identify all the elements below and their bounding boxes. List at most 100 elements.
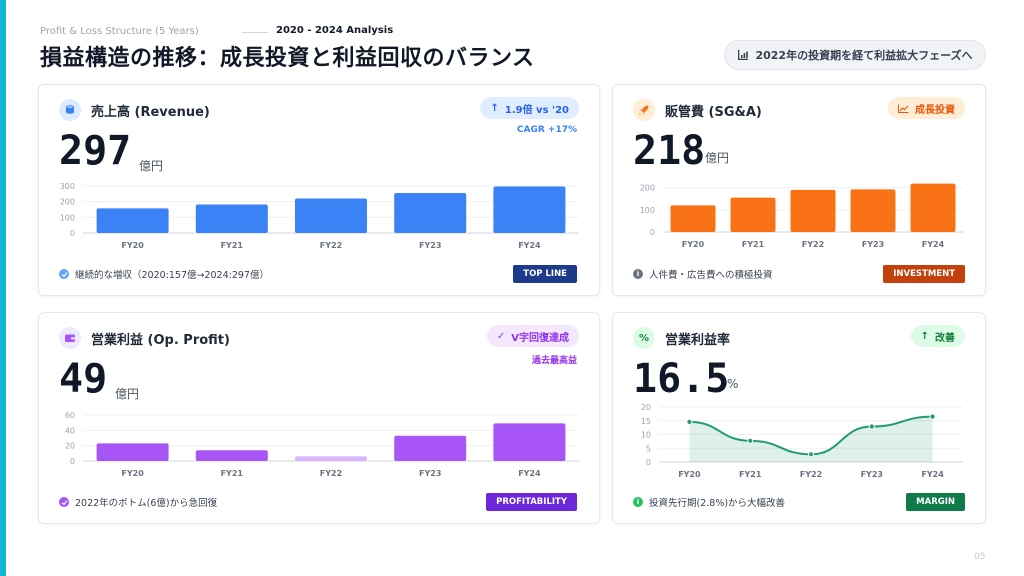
revenue-ytick-label: 200 — [60, 198, 75, 207]
profit-record-note: 過去最高益 — [531, 356, 577, 366]
arrow-up-icon: ↑ — [490, 102, 499, 114]
header-analysis-period: 2020 - 2024 Analysis — [276, 25, 394, 36]
revenue-bar — [96, 208, 169, 233]
rocket-icon — [633, 99, 655, 121]
revenue-bar — [493, 186, 566, 233]
profit-bar — [394, 435, 467, 461]
sga-ytick-label: 100 — [640, 206, 655, 215]
margin-ytick-label: 20 — [641, 403, 651, 412]
coins-icon — [59, 99, 81, 121]
revenue-unit: 億円 — [139, 159, 164, 173]
revenue-value: 297 — [59, 128, 132, 174]
profit-card-header: 営業利益 (Op. Profit) — [59, 327, 230, 349]
profit-ytick-label: 60 — [65, 411, 75, 420]
info-icon: i — [633, 269, 643, 279]
sga-xtick-label: FY21 — [742, 240, 765, 249]
margin-footnote: i 投資先行期(2.8%)から大幅改善 — [633, 495, 785, 509]
margin-ytick-label: 10 — [641, 431, 651, 440]
margin-value: 16.5 — [633, 356, 730, 402]
header-divider — [242, 32, 268, 33]
info-icon: i — [633, 497, 643, 507]
profit-xtick-label: FY21 — [221, 469, 244, 478]
sga-card-header: 販管費 (SG&A) — [633, 99, 762, 121]
sga-bar — [910, 183, 956, 232]
check-icon — [59, 269, 69, 279]
wallet-icon — [59, 327, 81, 349]
sga-footnote-text: 人件費・広告費への積極投資 — [649, 270, 773, 281]
profit-bar-chart: 0 20 40 60 FY20 FY21 FY22 FY23 FY24 — [65, 411, 579, 478]
page-number: 05 — [974, 552, 986, 562]
sga-xtick-label: FY24 — [922, 240, 945, 249]
sga-value: 218 — [633, 128, 706, 174]
sga-bar — [670, 205, 716, 232]
profit-label: 営業利益 (Op. Profit) — [91, 332, 230, 348]
sga-bar — [730, 197, 776, 232]
sga-investment-badge-text: 成長投資 — [915, 104, 955, 116]
sga-bar-chart: 0 100 200 FY20 FY21 FY22 FY23 FY24 — [640, 183, 963, 249]
sga-xtick-label: FY23 — [862, 240, 884, 249]
check-icon — [59, 497, 69, 507]
summary-pill: 2022年の投資期を経て利益拡大フェーズへ — [724, 40, 986, 70]
revenue-tag: TOP LINE — [513, 265, 577, 283]
margin-xtick-label: FY22 — [800, 470, 822, 479]
check-icon: ✓ — [496, 330, 506, 342]
margin-point — [747, 437, 754, 444]
margin-card-header: % 営業利益率 — [633, 327, 730, 349]
margin-xtick-label: FY23 — [861, 470, 883, 479]
revenue-xtick-label: FY20 — [121, 241, 144, 250]
profit-xtick-label: FY20 — [121, 469, 144, 478]
margin-tag: MARGIN — [906, 493, 965, 511]
profit-ytick-label: 40 — [65, 426, 75, 435]
sga-bar — [850, 189, 896, 232]
margin-improve-badge: ↑ 改善 — [910, 325, 965, 347]
profit-xtick-label: FY23 — [419, 469, 441, 478]
sga-xtick-label: FY22 — [802, 240, 824, 249]
profit-xtick-label: FY24 — [518, 469, 541, 478]
sga-ytick-label: 0 — [650, 228, 655, 237]
revenue-growth-badge: ↑ 1.9倍 vs '20 — [480, 97, 579, 119]
margin-card: % 営業利益率 ↑ 改善 16.5 % 0 5 10 15 20 FY20 FY21 FY22… — [612, 312, 986, 524]
revenue-xtick-label: FY23 — [419, 241, 441, 250]
revenue-ytick-label: 300 — [60, 182, 75, 191]
margin-ytick-label: 15 — [641, 417, 651, 426]
revenue-bar — [295, 198, 367, 233]
revenue-xtick-label: FY24 — [518, 241, 541, 250]
margin-improve-badge-text: 改善 — [935, 332, 955, 344]
page-title: 損益構造の推移：成長投資と利益回収のバランス — [40, 46, 535, 71]
profit-recovery-badge: ✓ V字回復達成 — [486, 325, 579, 347]
margin-xtick-label: FY21 — [739, 470, 762, 479]
revenue-footnote: 継続的な増収（2020:157億→2024:297億） — [59, 267, 269, 281]
revenue-card-header: 売上高 (Revenue) — [59, 99, 210, 121]
percent-icon: % — [633, 327, 655, 349]
summary-pill-text: 2022年の投資期を経て利益拡大フェーズへ — [755, 49, 973, 62]
sga-ytick-label: 200 — [640, 184, 655, 193]
margin-label: 営業利益率 — [665, 332, 731, 348]
margin-xtick-label: FY20 — [678, 470, 701, 479]
revenue-label: 売上高 (Revenue) — [91, 104, 210, 120]
revenue-growth-badge-text: 1.9倍 vs '20 — [504, 104, 569, 116]
margin-footnote-text: 投資先行期(2.8%)から大幅改善 — [649, 498, 786, 509]
margin-point — [868, 423, 875, 430]
sga-label: 販管費 (SG&A) — [665, 104, 762, 120]
profit-tag: PROFITABILITY — [486, 493, 577, 511]
margin-area-chart: 0 5 10 15 20 FY20 FY21 FY22 FY23 FY24 — [641, 403, 963, 479]
revenue-card: 売上高 (Revenue) ↑ 1.9倍 vs '20 CAGR +17% 29… — [38, 84, 600, 296]
revenue-ytick-label: 100 — [60, 213, 75, 222]
revenue-ytick-label: 0 — [70, 229, 75, 238]
header-subtitle: Profit & Loss Structure (5 Years) — [40, 26, 199, 37]
margin-point — [807, 451, 815, 458]
revenue-xtick-label: FY22 — [320, 241, 342, 250]
profit-ytick-label: 0 — [70, 457, 75, 466]
sga-bar — [790, 189, 836, 232]
margin-unit: % — [727, 377, 739, 391]
margin-xtick-label: FY24 — [921, 470, 944, 479]
revenue-bar — [195, 204, 268, 233]
accent-bar — [0, 0, 6, 576]
profit-card: 営業利益 (Op. Profit) ✓ V字回復達成 過去最高益 49 億円 0… — [38, 312, 600, 524]
revenue-bar — [394, 193, 467, 233]
sga-tag: INVESTMENT — [883, 265, 965, 283]
sga-footnote: i 人件費・広告費への積極投資 — [633, 267, 773, 281]
sga-unit: 億円 — [705, 151, 730, 165]
profit-unit: 億円 — [115, 387, 140, 401]
revenue-bar-chart: 0 100 200 300 FY20 FY21 FY22 FY23 FY24 — [60, 182, 579, 250]
